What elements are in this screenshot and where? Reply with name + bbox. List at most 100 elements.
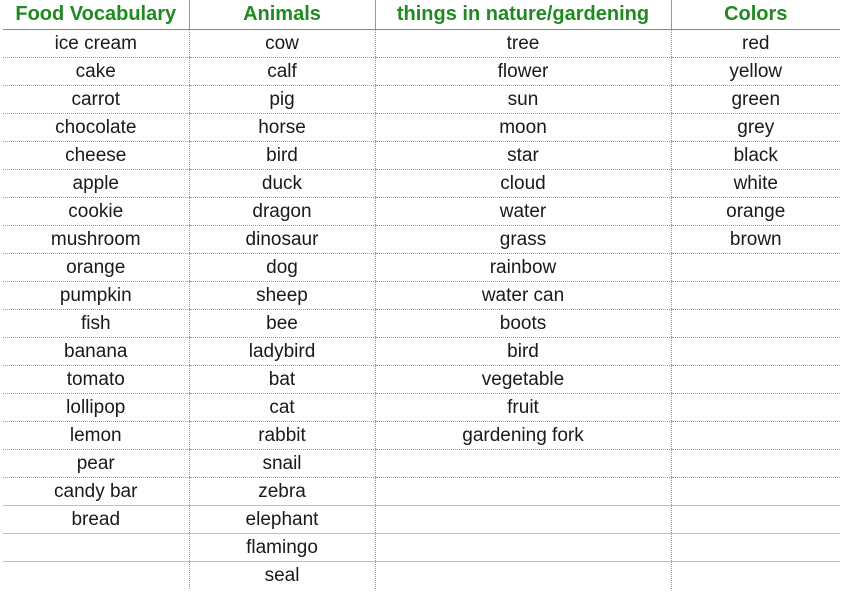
nature-cell xyxy=(374,533,671,562)
animal-cell: dog xyxy=(188,253,375,282)
nature-cell: bird xyxy=(374,337,671,366)
animal-cell: pig xyxy=(188,85,375,114)
animal-cell: zebra xyxy=(188,477,375,506)
animal-cell: elephant xyxy=(188,505,375,534)
table-row: flamingo xyxy=(3,533,840,562)
animal-cell: bee xyxy=(188,309,375,338)
nature-cell: gardening fork xyxy=(374,421,671,450)
nature-cell xyxy=(374,449,671,478)
animal-cell: rabbit xyxy=(188,421,375,450)
animal-cell: cat xyxy=(188,393,375,422)
animal-cell: bat xyxy=(188,365,375,394)
color-cell xyxy=(670,309,840,338)
nature-cell: boots xyxy=(374,309,671,338)
food-cell: cake xyxy=(3,57,189,86)
table-row: fish bee boots xyxy=(3,309,840,338)
food-cell: tomato xyxy=(3,365,189,394)
food-cell: apple xyxy=(3,169,189,198)
animal-cell: dragon xyxy=(188,197,375,226)
nature-cell: rainbow xyxy=(374,253,671,282)
nature-cell: vegetable xyxy=(374,365,671,394)
food-cell: pear xyxy=(3,449,189,478)
header-animals: Animals xyxy=(188,0,375,30)
food-cell: cheese xyxy=(3,141,189,170)
food-cell: candy bar xyxy=(3,477,189,506)
color-cell xyxy=(670,449,840,478)
food-cell: pumpkin xyxy=(3,281,189,310)
food-cell: cookie xyxy=(3,197,189,226)
food-cell: chocolate xyxy=(3,113,189,142)
nature-cell: star xyxy=(374,141,671,170)
table-row: banana ladybird bird xyxy=(3,337,840,366)
food-cell: orange xyxy=(3,253,189,282)
food-cell: lemon xyxy=(3,421,189,450)
nature-cell: tree xyxy=(374,29,671,58)
nature-cell: moon xyxy=(374,113,671,142)
animal-cell: sheep xyxy=(188,281,375,310)
table-row: seal xyxy=(3,561,840,590)
food-cell xyxy=(3,562,189,590)
nature-cell: grass xyxy=(374,225,671,254)
animal-cell: cow xyxy=(188,29,375,58)
color-cell xyxy=(670,505,840,534)
table-row: cake calf flower yellow xyxy=(3,57,840,86)
table-row: pear snail xyxy=(3,449,840,478)
nature-cell: fruit xyxy=(374,393,671,422)
food-cell: fish xyxy=(3,309,189,338)
nature-cell: water can xyxy=(374,281,671,310)
nature-cell: sun xyxy=(374,85,671,114)
nature-cell xyxy=(374,477,671,506)
color-cell xyxy=(670,253,840,282)
table-row: ice cream cow tree red xyxy=(3,29,840,58)
table-row: chocolate horse moon grey xyxy=(3,113,840,142)
color-cell: orange xyxy=(670,197,840,226)
color-cell: grey xyxy=(670,113,840,142)
color-cell xyxy=(670,393,840,422)
color-cell: green xyxy=(670,85,840,114)
nature-cell: water xyxy=(374,197,671,226)
table-row: carrot pig sun green xyxy=(3,85,840,114)
color-cell: yellow xyxy=(670,57,840,86)
color-cell: black xyxy=(670,141,840,170)
header-row: Food Vocabulary Animals things in nature… xyxy=(3,0,840,30)
animal-cell: flamingo xyxy=(188,533,375,562)
nature-cell xyxy=(374,561,671,589)
table-row: bread elephant xyxy=(3,505,840,534)
header-food-vocabulary: Food Vocabulary xyxy=(3,0,189,30)
food-cell: banana xyxy=(3,337,189,366)
color-cell xyxy=(670,337,840,366)
animal-cell: duck xyxy=(188,169,375,198)
animal-cell: ladybird xyxy=(188,337,375,366)
header-colors: Colors xyxy=(670,0,840,30)
animal-cell: dinosaur xyxy=(188,225,375,254)
food-cell xyxy=(3,533,189,562)
food-cell: mushroom xyxy=(3,225,189,254)
animal-cell: calf xyxy=(188,57,375,86)
animal-cell: snail xyxy=(188,449,375,478)
color-cell xyxy=(670,477,840,506)
food-cell: lollipop xyxy=(3,393,189,422)
animal-cell: seal xyxy=(188,561,375,589)
color-cell: brown xyxy=(670,225,840,254)
color-cell xyxy=(670,281,840,310)
food-cell: bread xyxy=(3,505,189,534)
table-row: cheese bird star black xyxy=(3,141,840,170)
color-cell xyxy=(670,365,840,394)
animal-cell: bird xyxy=(188,141,375,170)
color-cell: white xyxy=(670,169,840,198)
table-row: lollipop cat fruit xyxy=(3,393,840,422)
food-cell: ice cream xyxy=(3,29,189,58)
nature-cell: cloud xyxy=(374,169,671,198)
nature-cell: flower xyxy=(374,57,671,86)
table-row: candy bar zebra xyxy=(3,477,840,506)
color-cell xyxy=(670,533,840,562)
color-cell: red xyxy=(670,29,840,58)
vocabulary-table: Food Vocabulary Animals things in nature… xyxy=(3,0,840,589)
table-row: pumpkin sheep water can xyxy=(3,281,840,310)
animal-cell: horse xyxy=(188,113,375,142)
table-row: orange dog rainbow xyxy=(3,253,840,282)
table-row: mushroom dinosaur grass brown xyxy=(3,225,840,254)
table-row: apple duck cloud white xyxy=(3,169,840,198)
header-nature-gardening: things in nature/gardening xyxy=(374,0,671,30)
table-row: tomato bat vegetable xyxy=(3,365,840,394)
